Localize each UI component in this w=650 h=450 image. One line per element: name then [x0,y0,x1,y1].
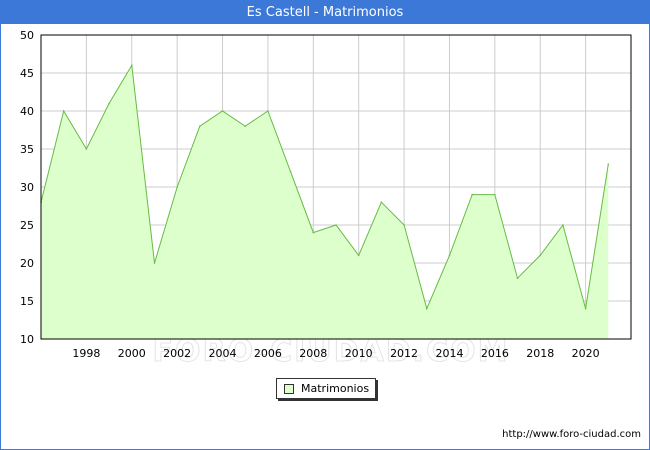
x-tick-label: 2016 [481,347,509,360]
data-point [199,125,201,127]
y-tick-label: 20 [20,257,34,270]
data-point [221,110,224,112]
source-link[interactable]: http://www.foro-ciudad.com [502,429,641,440]
data-point [153,262,156,264]
area-fill [41,65,609,340]
y-tick-label: 50 [20,29,34,42]
data-point [516,277,519,280]
data-point [335,224,337,226]
x-tick-label: 2002 [163,347,191,360]
x-tick-label: 2008 [299,347,327,360]
chart-title: Es Castell - Matrimonios [1,1,649,24]
plot-border [40,34,632,340]
axes [40,34,632,340]
data-point [312,231,315,234]
data-point [267,110,269,112]
y-tick-label: 35 [20,143,34,156]
data-point [176,186,178,188]
data-point [584,307,587,310]
x-tick-label: 2018 [526,347,554,360]
y-tick-label: 40 [20,105,34,118]
legend-swatch [284,383,294,394]
data-point [289,171,292,173]
area-line [40,63,609,311]
y-tick-label: 30 [20,181,34,194]
data-point [562,224,564,226]
data-point [108,102,110,105]
legend-label: Matrimonios [301,382,370,395]
data-point [380,201,383,203]
data-point [130,64,133,67]
data-point [448,254,451,257]
tick-labels: 10 15 20 25 30 35 40 45 50 1998 2000 2002 2004 2006 20… [20,29,600,360]
x-tick-label: 2014 [435,347,463,360]
x-tick-label: 2012 [390,347,418,360]
data-point [471,193,473,196]
data-point [607,163,610,165]
x-tick-label: 2010 [345,347,373,360]
y-tick-label: 10 [20,333,34,346]
data-point [357,254,360,257]
data-point [62,110,65,112]
y-tick-label: 15 [20,295,34,308]
legend: Matrimonios [276,378,376,399]
x-tick-label: 2004 [209,347,237,360]
x-tick-label: 2006 [254,347,282,360]
area-series [40,63,610,340]
data-point [244,125,247,127]
data-point [425,307,428,310]
x-tick-label: 2020 [572,347,600,360]
x-tick-label: 1998 [72,347,100,360]
y-tick-label: 25 [20,219,34,232]
data-point [539,254,542,257]
y-tick-label: 45 [20,67,34,80]
data-point [85,148,88,150]
data-point [494,193,496,196]
x-tick-label: 2000 [118,347,146,360]
data-point [403,224,405,226]
